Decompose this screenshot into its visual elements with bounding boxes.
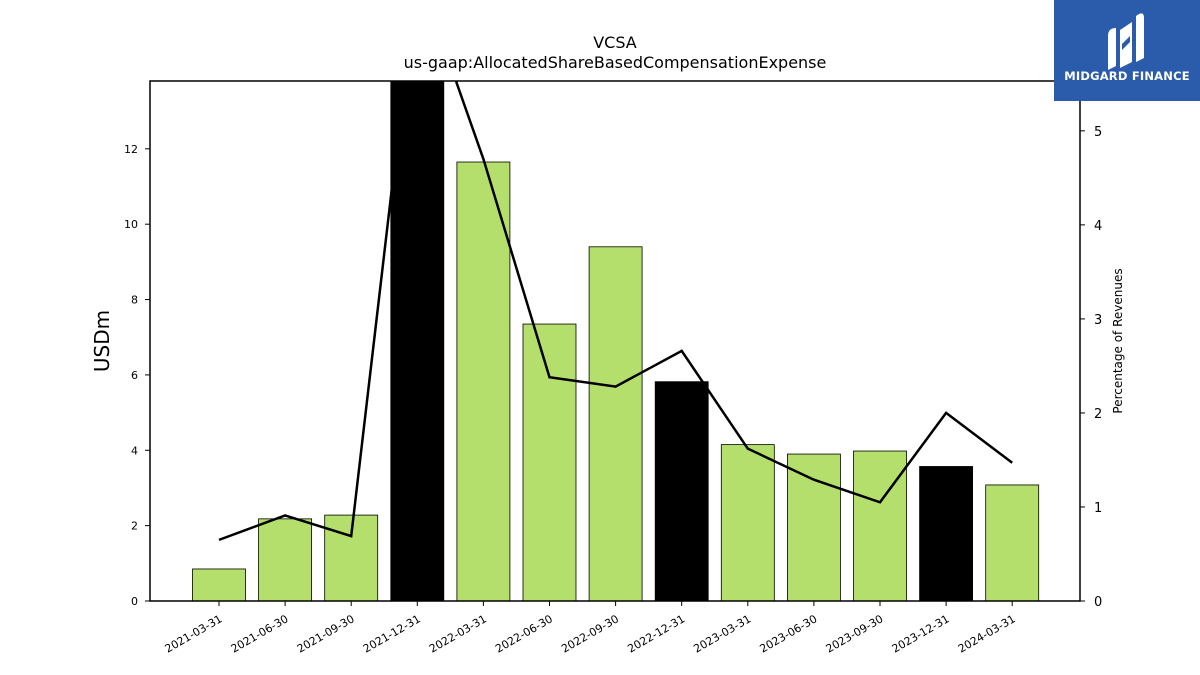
- x-tick-label: 2022-06-30: [493, 612, 555, 655]
- y2-tick-label: 3: [1094, 313, 1102, 328]
- bar-2021-06-30: [258, 518, 313, 601]
- y-tick-label: 8: [131, 294, 138, 307]
- x-tick-label: 2023-06-30: [758, 612, 820, 655]
- bar-2023-03-31: [720, 444, 775, 601]
- bar-2021-12-31: [390, 81, 445, 601]
- y2-tick-label: 1: [1094, 501, 1102, 516]
- y-axis-right: 0 1 2 3 4 5: [1080, 125, 1102, 610]
- y-tick-label: 10: [124, 218, 138, 231]
- x-tick-label: 2023-12-31: [890, 612, 952, 655]
- bar-2021-03-31: [192, 568, 246, 601]
- x-tick-label: 2023-09-30: [824, 612, 886, 655]
- x-tick-label: 2024-03-31: [956, 612, 1018, 655]
- x-tick-label: 2021-12-31: [361, 612, 423, 655]
- y-tick-label: 12: [124, 143, 138, 156]
- y-axis-label: USDm: [90, 310, 114, 372]
- x-tick-label: 2023-03-31: [691, 612, 753, 655]
- y2-axis-label: Percentage of Revenues: [1111, 268, 1125, 413]
- line-percentage-of-revenues: [218, 81, 1013, 542]
- chart-title: VCSA: [593, 33, 637, 52]
- x-tick-label: 2021-06-30: [229, 612, 291, 655]
- bar-2023-12-31: [919, 466, 973, 601]
- x-tick-label: 2021-09-30: [295, 612, 357, 655]
- bar-2024-03-31: [985, 484, 1040, 601]
- x-axis: 2021-03-31 2021-06-30 2021-09-30 2021-12-31…: [163, 601, 1018, 656]
- midgard-finance-logo: MIDGARD FINANCE: [1054, 0, 1200, 101]
- x-tick-label: 2021-03-31: [163, 612, 225, 655]
- x-tick-label: 2022-03-31: [427, 612, 489, 655]
- y-tick-label: 2: [131, 520, 138, 533]
- y-tick-label: 6: [131, 369, 138, 382]
- y2-tick-label: 0: [1094, 595, 1102, 610]
- x-tick-label: 2022-09-30: [559, 612, 621, 655]
- plot-frame: [149, 80, 1081, 602]
- line-group: [218, 81, 1013, 542]
- bars-group: [192, 81, 1040, 601]
- bar-2023-09-30: [853, 450, 907, 601]
- x-tick-label: 2022-12-31: [625, 612, 687, 655]
- logo-mark-icon: [1108, 13, 1144, 70]
- y-tick-label: 0: [131, 595, 138, 608]
- y-axis-left: 0 2 4 6 8 10 12: [124, 143, 150, 608]
- bar-2022-06-30: [522, 323, 577, 601]
- y-tick-label: 4: [131, 444, 138, 457]
- y2-tick-label: 4: [1094, 219, 1102, 234]
- y2-tick-label: 5: [1094, 125, 1102, 140]
- bar-2022-12-31: [654, 381, 709, 601]
- bar-2022-09-30: [588, 246, 643, 601]
- logo-text: MIDGARD FINANCE: [1064, 69, 1190, 83]
- chart-subtitle: us-gaap:AllocatedShareBasedCompensationE…: [404, 53, 827, 72]
- y2-tick-label: 2: [1094, 407, 1102, 422]
- bar-2022-03-31: [456, 161, 511, 601]
- bar-2023-06-30: [787, 453, 841, 601]
